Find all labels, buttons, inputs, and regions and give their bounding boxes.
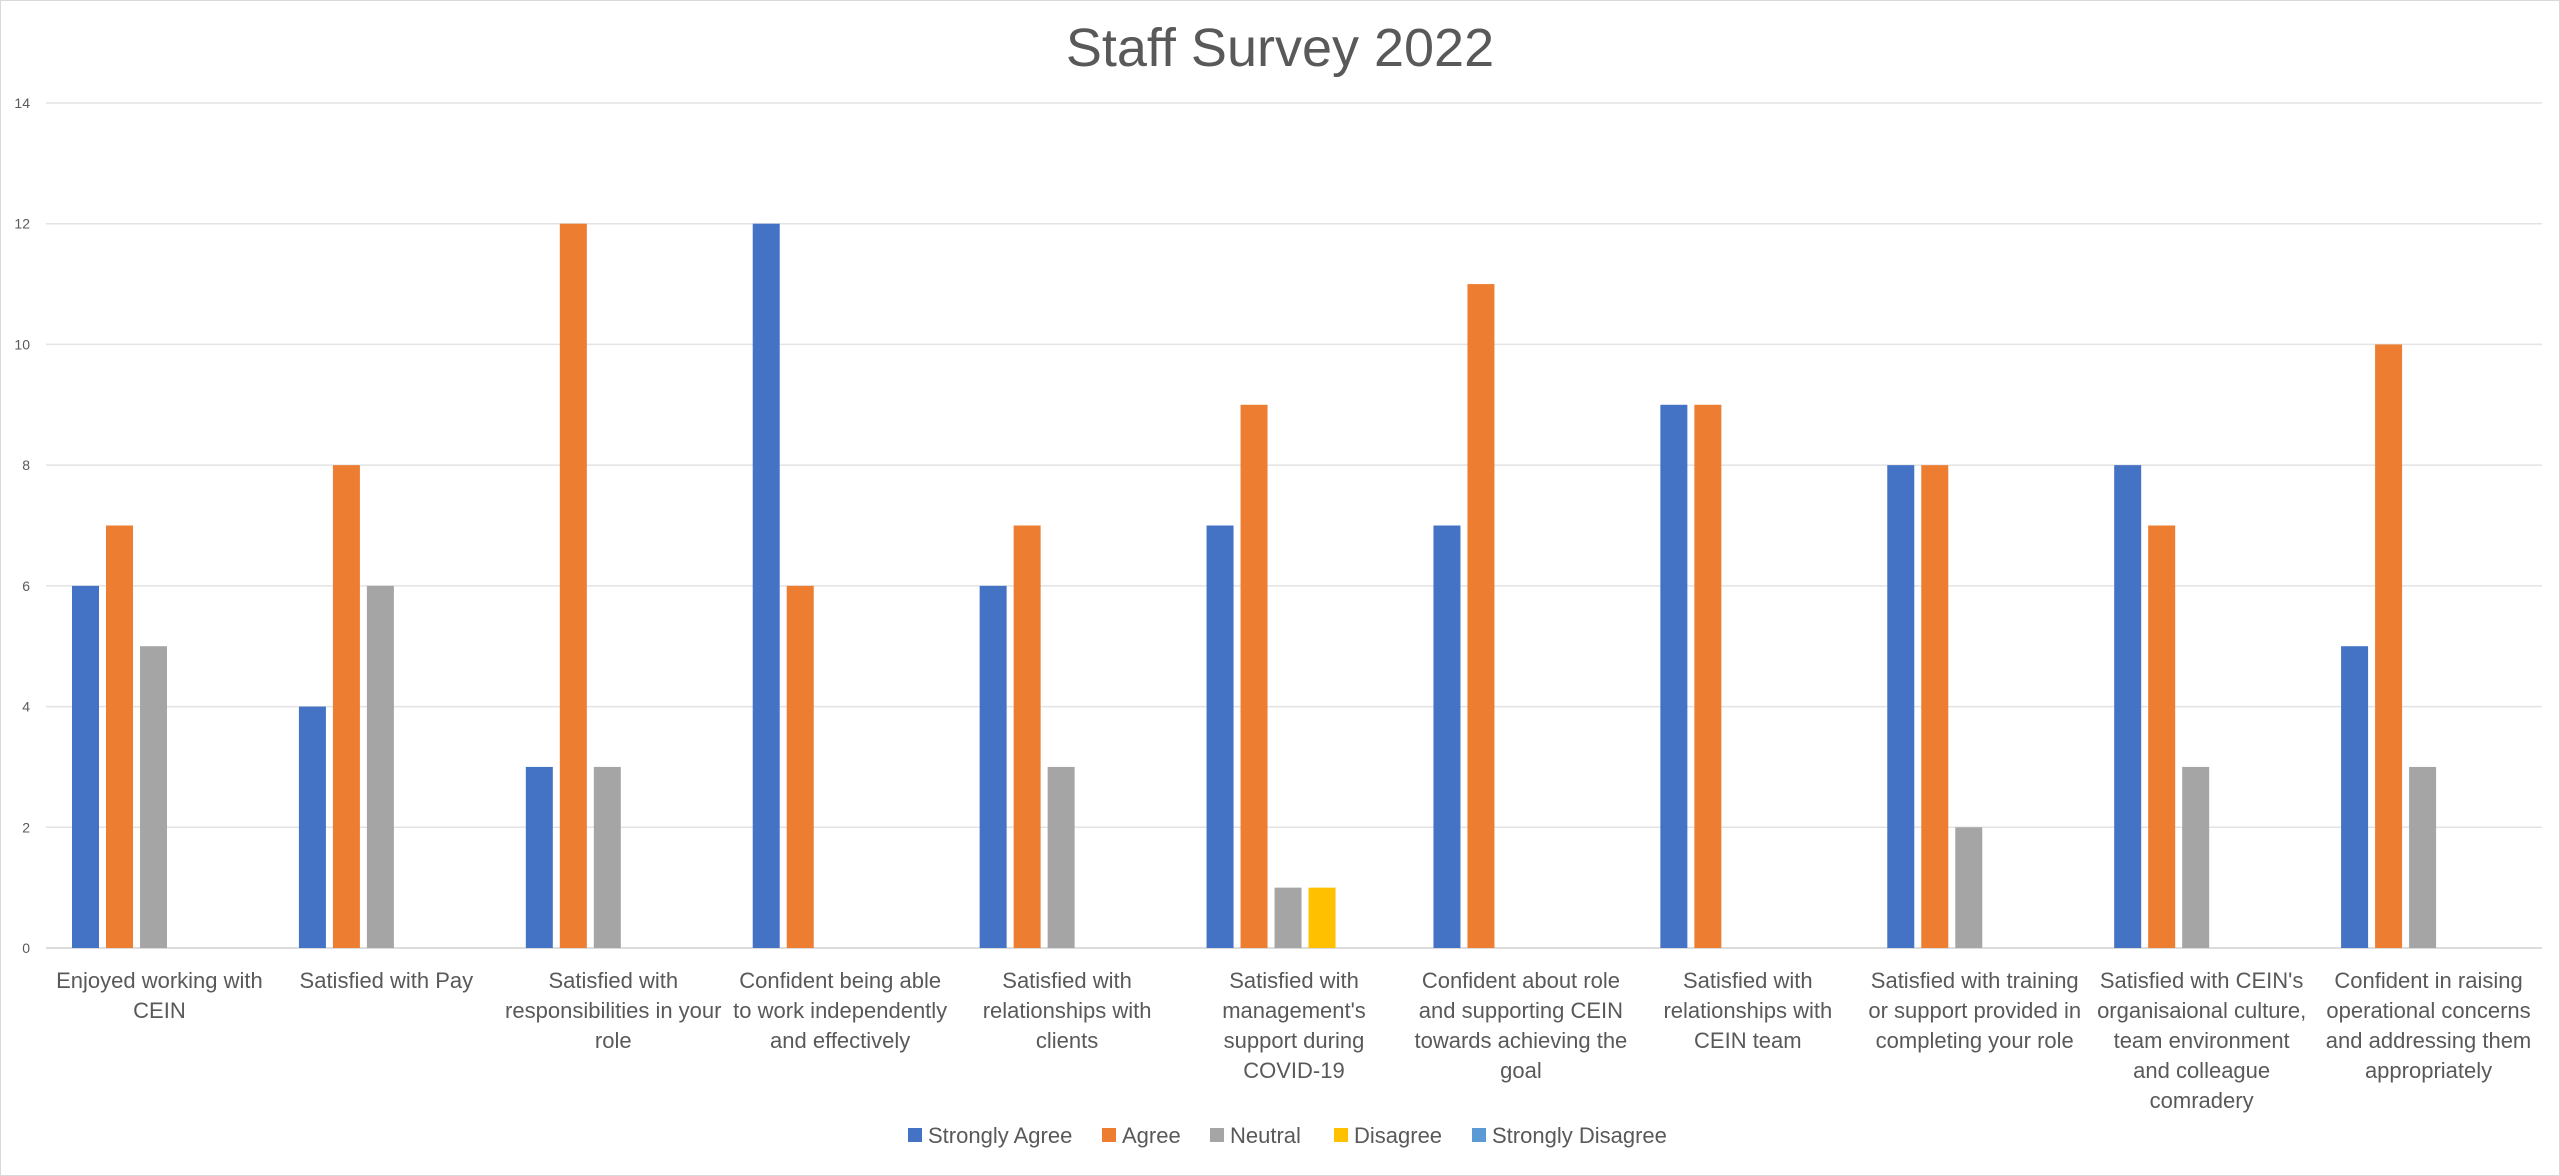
bar-strongly-agree xyxy=(1433,525,1461,948)
bar-neutral xyxy=(1955,827,1983,948)
legend-label: Neutral xyxy=(1230,1123,1301,1148)
x-category-label: Satisfied with training or support provid… xyxy=(1868,968,2081,1053)
x-category-label: Satisfied with relationships with CEIN tea… xyxy=(1663,968,1832,1053)
legend: Strongly Agree Agree Neutral Disagree Strong… xyxy=(908,1123,1667,1148)
legend-label: Agree xyxy=(1122,1123,1181,1148)
bar-agree xyxy=(1694,404,1722,948)
bar-agree xyxy=(1240,404,1268,948)
bar-agree xyxy=(1013,525,1041,948)
bar-neutral xyxy=(366,585,394,948)
bar-strongly-agree xyxy=(752,223,780,948)
bar-agree xyxy=(1467,284,1495,949)
y-tick-label: 4 xyxy=(22,699,30,715)
y-tick-label: 2 xyxy=(22,819,30,835)
bar-agree xyxy=(559,223,587,948)
bar-neutral xyxy=(2409,766,2437,948)
bar-strongly-agree xyxy=(2341,646,2369,948)
bar-strongly-agree xyxy=(1660,404,1688,948)
bar-agree xyxy=(106,525,133,948)
bar-neutral xyxy=(1047,766,1075,948)
x-axis-labels: Enjoyed working with CEIN Satisfied with P… xyxy=(56,968,2531,1113)
y-tick-label: 8 xyxy=(22,457,30,473)
y-tick-label: 14 xyxy=(14,95,30,111)
legend-swatch xyxy=(1102,1128,1116,1142)
legend-label: Strongly Disagree xyxy=(1492,1123,1667,1148)
y-tick-label: 0 xyxy=(22,940,30,956)
bar-neutral xyxy=(2182,766,2210,948)
x-category-label: Confident about role and supporting CEIN t… xyxy=(1415,968,1628,1083)
x-category-label: Satisfied with relationships with clients xyxy=(983,968,1152,1053)
legend-swatch xyxy=(1210,1128,1224,1142)
bar-strongly-agree xyxy=(979,585,1007,948)
legend-swatch xyxy=(908,1128,922,1142)
bar-disagree xyxy=(1308,887,1336,948)
x-category-label: Confident being able to work independentl… xyxy=(733,968,947,1053)
legend-swatch xyxy=(1334,1128,1348,1142)
x-category-label: Enjoyed working with CEIN xyxy=(56,968,263,1023)
chart-title: Staff Survey 2022 xyxy=(1066,18,1494,78)
legend-label: Strongly Agree xyxy=(928,1123,1072,1148)
x-category-label: Satisfied with management's support during… xyxy=(1222,968,1366,1083)
x-category-label: Satisfied with responsibilities in your ro… xyxy=(505,968,721,1053)
x-category-label: Confident in raising operational concerns… xyxy=(2326,968,2531,1083)
bar-strongly-agree xyxy=(1887,465,1915,948)
bar-strongly-agree xyxy=(298,706,326,948)
bar-agree xyxy=(2375,344,2403,948)
bar-neutral xyxy=(140,646,167,948)
x-category-label: Satisfied with CEIN's organisaional cultu… xyxy=(2097,968,2306,1113)
y-tick-label: 6 xyxy=(22,578,30,594)
bar-agree xyxy=(332,465,360,948)
bar-strongly-agree xyxy=(2114,465,2142,948)
bar-agree xyxy=(786,585,814,948)
bars xyxy=(72,223,2437,949)
x-category-label: Satisfied with Pay xyxy=(300,968,474,993)
legend-label: Disagree xyxy=(1354,1123,1442,1148)
bar-agree xyxy=(1921,465,1949,948)
bar-agree xyxy=(2148,525,2176,948)
bar-neutral xyxy=(593,766,621,948)
y-tick-label: 10 xyxy=(14,336,30,352)
bar-strongly-agree xyxy=(1206,525,1234,948)
bar-strongly-agree xyxy=(72,585,99,948)
bar-strongly-agree xyxy=(525,766,553,948)
legend-swatch xyxy=(1472,1128,1486,1142)
y-tick-label: 12 xyxy=(14,216,30,232)
bar-neutral xyxy=(1274,887,1302,948)
y-axis-ticks: 0 2 4 6 8 10 12 14 xyxy=(14,95,30,956)
